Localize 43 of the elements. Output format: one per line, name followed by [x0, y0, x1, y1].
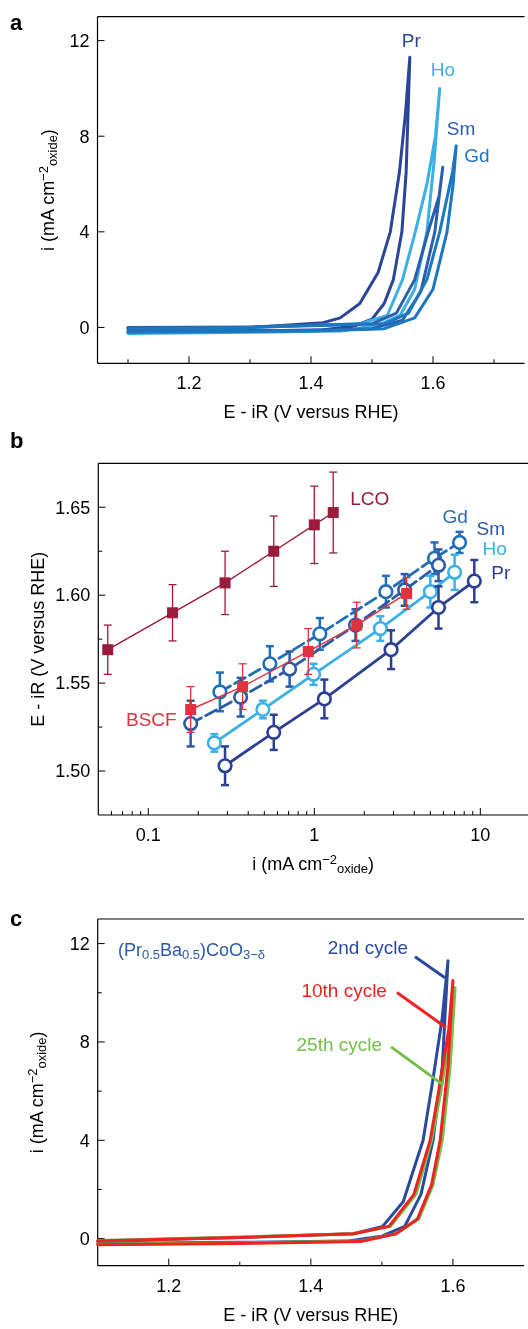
y-tick-label: 1.60: [55, 585, 91, 606]
annotation: (Pr$_{0.5}$Ba$_{0.5}$)CoO$_{3−δ}$: [118, 940, 266, 963]
y-tick-label: 0: [79, 317, 90, 338]
series-label: Ho: [430, 59, 456, 81]
y-tick-label: 12: [69, 30, 90, 51]
x-tick-label: 1.4: [298, 373, 324, 394]
y-tick-label: 12: [69, 933, 90, 954]
chart-title: b: [10, 428, 24, 453]
text: 2nd cycle: [327, 936, 408, 958]
x-axis-title: E - iR (V versus RHE): [223, 402, 399, 423]
x-tick-label: 0.1: [135, 825, 161, 845]
x-tick-label: 1.4: [298, 1275, 324, 1296]
x-tick-label: 1.2: [176, 373, 202, 394]
text: Sm: [476, 518, 506, 540]
series-label: Pr: [491, 562, 511, 584]
y-tick-label: 1.55: [55, 673, 91, 694]
series-label: Sm: [446, 118, 476, 140]
line-series: [126, 144, 458, 334]
chart-title: a: [10, 10, 23, 35]
y-tick-label: 1.65: [55, 497, 91, 518]
y-tick-label: 1.50: [55, 761, 91, 782]
x-tick-label: 1.6: [420, 373, 446, 394]
y-tick-label: 8: [79, 1032, 90, 1053]
series-label: Pr: [401, 30, 422, 52]
series-label: Gd: [442, 506, 468, 528]
x-tick-label: 1.6: [440, 1275, 466, 1296]
x-tick-label: 1: [309, 825, 320, 845]
y-tick-label: 4: [79, 222, 90, 243]
series-label: Ho: [482, 538, 507, 560]
x-axis-title: i (mA cm$^{−2}$$_{oxide}$): [252, 852, 375, 877]
y-tick-label: 0: [79, 1228, 90, 1249]
y-tick-label: 8: [79, 126, 90, 147]
text: 25th cycle: [296, 1033, 383, 1055]
series-label: BSCF: [125, 709, 177, 731]
y-tick-label: 4: [79, 1130, 90, 1151]
x-tick-label: 1.2: [156, 1275, 182, 1296]
series-label: LCO: [350, 487, 390, 509]
series-label: Gd: [464, 144, 490, 166]
y-axis-title: E - iR (V versus RHE): [28, 551, 49, 727]
x-tick-label: 10: [470, 825, 491, 845]
text: 10th cycle: [301, 980, 387, 1002]
x-axis-title: E - iR (V versus RHE): [223, 1304, 399, 1325]
chart-title: c: [10, 906, 23, 931]
